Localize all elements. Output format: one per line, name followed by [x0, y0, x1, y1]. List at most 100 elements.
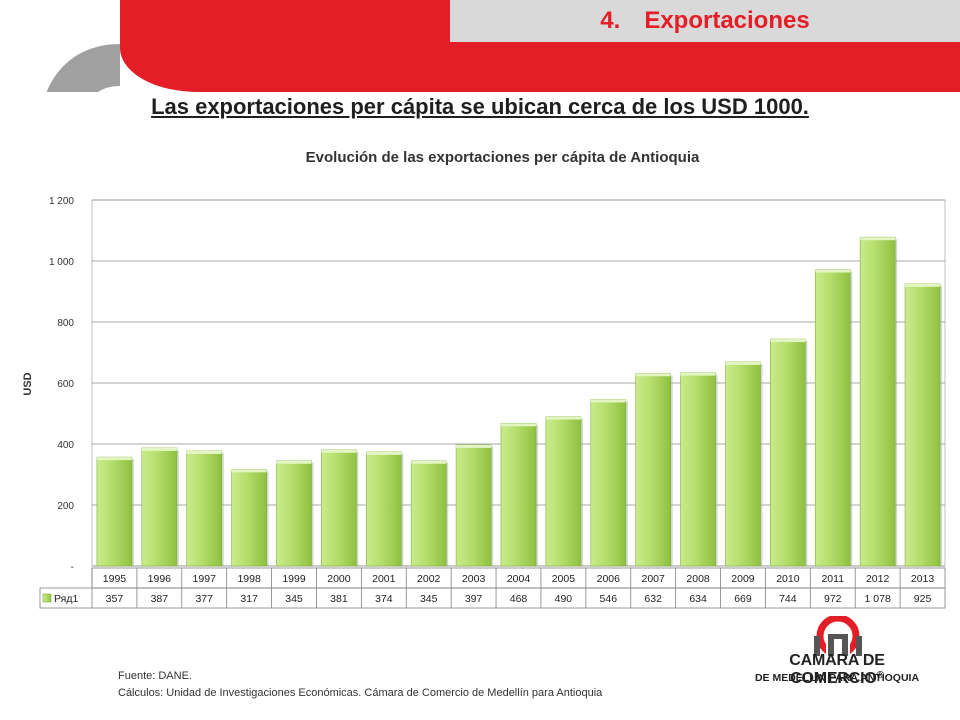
y-tick-label: 200 [57, 501, 74, 512]
logo-mark-icon [814, 616, 862, 656]
data-label: 634 [689, 593, 707, 605]
bar [186, 450, 224, 567]
data-label: 925 [914, 593, 932, 605]
data-label: 357 [106, 593, 124, 605]
section-number: 4. [600, 7, 621, 34]
bar-body [366, 451, 402, 567]
legend-swatch [42, 593, 52, 603]
data-label: 468 [510, 593, 528, 605]
data-label: 1 078 [865, 593, 891, 605]
bar-body [276, 460, 312, 567]
x-tick-label: 2013 [911, 573, 935, 585]
data-label: 744 [779, 593, 797, 605]
bar-body [96, 456, 133, 567]
table-value-row [39, 587, 946, 609]
bar-body [814, 269, 851, 567]
y-tick-label: 1 000 [49, 257, 74, 268]
bar-top [276, 460, 312, 464]
x-tick-label: 2004 [507, 573, 531, 585]
data-label: 972 [824, 593, 842, 605]
chamber-logo: CAMARA DE COMERCIO® DE MEDELLIN PARA ANT… [742, 616, 932, 696]
bar [276, 460, 314, 567]
bar [455, 444, 494, 567]
data-label: 546 [600, 593, 618, 605]
logo-line1: CAMARA DE COMERCIO® [789, 652, 885, 687]
bar-body [770, 338, 806, 567]
bar [231, 469, 269, 567]
y-tick-label: 400 [57, 440, 74, 451]
data-label: 669 [734, 593, 752, 605]
bar [725, 361, 763, 567]
bar-body [590, 399, 627, 567]
bar [96, 456, 134, 567]
bar-top [411, 460, 447, 464]
bar-body [186, 450, 223, 567]
chart-title: Evolución de las exportaciones per cápit… [305, 149, 700, 166]
bar [814, 269, 853, 567]
y-axis-label: USD [22, 372, 34, 395]
footnote: Fuente: DANE. Cálculos: Unidad de Invest… [118, 668, 602, 702]
section-tab: 4. Exportaciones [450, 0, 960, 42]
bar-top [186, 451, 222, 455]
bar [859, 236, 898, 567]
bar-body [725, 361, 761, 567]
y-tick-label: 1 200 [49, 196, 74, 207]
bar-top [680, 372, 716, 376]
bar [590, 399, 628, 567]
bar-top [770, 339, 806, 343]
data-label: 345 [420, 593, 438, 605]
bar-top [860, 237, 896, 241]
footnote-calc: Cálculos: Unidad de Investigaciones Econ… [118, 687, 603, 699]
bar [410, 460, 449, 567]
x-tick-label: 1999 [282, 573, 306, 585]
data-label: 381 [330, 593, 348, 605]
y-tick-label: 800 [57, 318, 74, 329]
section-title: Exportaciones [644, 7, 810, 34]
page-headline: Las exportaciones per cápita se ubican c… [151, 94, 809, 119]
data-label: 387 [151, 593, 169, 605]
bar-body [410, 460, 447, 567]
bar-top [815, 269, 851, 273]
bar-top [456, 444, 492, 448]
bar-top [366, 451, 402, 455]
x-tick-label: 1996 [148, 573, 172, 585]
data-label: 377 [195, 593, 213, 605]
bar-body [455, 444, 492, 567]
legend-series-name: Ряд1 [54, 593, 78, 605]
x-tick-label: 1995 [103, 573, 127, 585]
x-tick-label: 2001 [372, 573, 396, 585]
bar [366, 451, 404, 567]
y-tick-label: - [71, 562, 74, 573]
bar-top [96, 457, 132, 461]
x-tick-label: 2005 [552, 573, 576, 585]
footnote-source: Fuente: DANE. [118, 670, 192, 682]
x-tick-label: 2007 [642, 573, 666, 585]
x-tick-label: 2009 [731, 573, 755, 585]
bar-body [141, 447, 178, 567]
bar-top [141, 447, 177, 451]
x-tick-label: 2008 [686, 573, 710, 585]
bar-top [500, 423, 537, 427]
bar-body [500, 422, 537, 567]
x-tick-label: 2006 [597, 573, 621, 585]
x-tick-label: 2010 [776, 573, 800, 585]
data-label: 374 [375, 593, 393, 605]
data-label: 632 [644, 593, 662, 605]
bar-body [545, 416, 582, 567]
data-label: 397 [465, 593, 483, 605]
bar [904, 283, 943, 567]
bar [635, 372, 673, 567]
bar-top [321, 449, 357, 453]
bar [500, 422, 539, 567]
x-tick-label: 2011 [821, 573, 844, 585]
bar [321, 449, 359, 567]
x-tick-label: 2012 [866, 573, 890, 585]
data-label: 317 [240, 593, 258, 605]
x-tick-label: 1998 [237, 573, 261, 585]
bar-top [635, 373, 671, 377]
bar-body [231, 469, 267, 567]
bar-top [590, 399, 626, 403]
bar-body [635, 372, 671, 567]
bar-body [321, 449, 357, 567]
bar-top [725, 361, 761, 365]
